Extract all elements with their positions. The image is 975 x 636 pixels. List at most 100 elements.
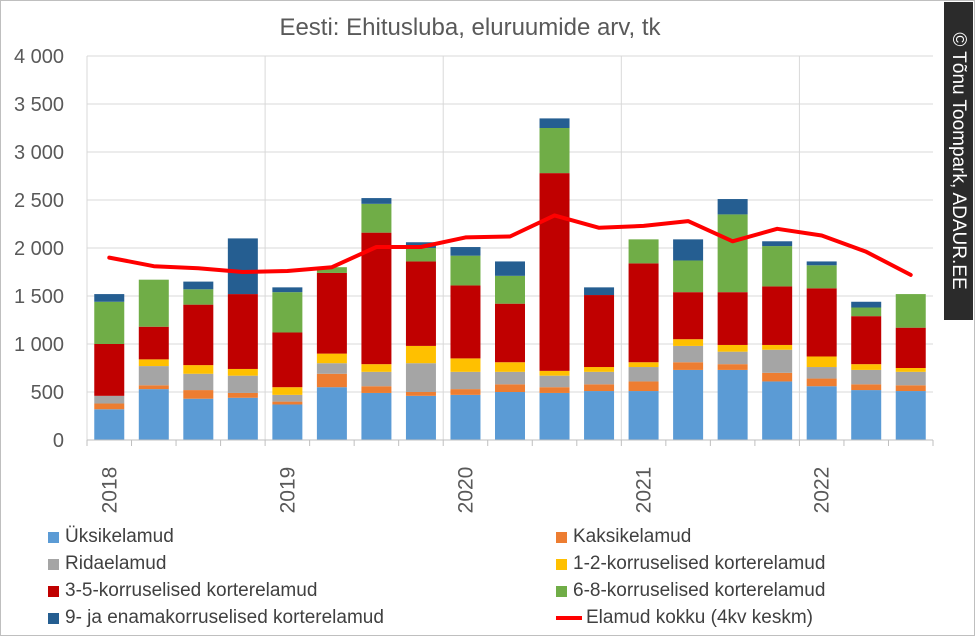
bar-segment [138, 366, 169, 386]
legend-label: 3-5-korruselised korterelamud [65, 580, 318, 601]
bar-segment [495, 362, 525, 372]
legend-item: Ridaelamud [48, 551, 166, 577]
x-tick-label: 2021 [633, 467, 656, 514]
legend-label: Ridaelamud [65, 553, 167, 574]
y-tick-label: 3 500 [14, 94, 64, 116]
bar-segment [138, 326, 169, 360]
bar-segment [717, 199, 748, 215]
bar-segment [138, 389, 169, 440]
legend-label: Elamud kokku (4kv keskm) [586, 607, 814, 628]
bar-segment [806, 367, 837, 379]
bar-segment [94, 403, 125, 410]
bar-segment [183, 289, 214, 305]
bar-segment [806, 261, 837, 266]
bar-segment [628, 362, 659, 368]
bar-segment [183, 390, 214, 399]
bar-segment [628, 367, 659, 382]
legend-label: 6-8-korruselised korterelamud [573, 580, 826, 601]
bar-segment [272, 387, 303, 395]
bar-segment [584, 371, 615, 385]
bar-segment [628, 239, 659, 264]
legend: Üksikelamud Kaksikelamud Ridaelamud 1-2-kor… [40, 524, 960, 634]
bar-segment [539, 128, 570, 174]
bar-segment [539, 370, 570, 376]
average-line-group [107, 213, 913, 277]
bar-segment [762, 286, 793, 345]
bar-segment [94, 344, 125, 396]
bar-segment [673, 369, 704, 440]
bar-segment [851, 369, 882, 385]
stacked-bars [94, 118, 926, 440]
bar-segment [316, 387, 347, 440]
average-line [107, 213, 913, 277]
bar-segment [450, 255, 481, 286]
legend-swatch [48, 612, 59, 624]
bar-segment [717, 351, 748, 365]
legend-item: Elamud kokku (4kv keskm) [556, 605, 813, 631]
bar-segment [762, 381, 793, 440]
y-tick-label: 3 000 [14, 142, 64, 164]
legend-item: 9- ja enamakorruselised korterelamud [48, 605, 384, 631]
bar-segment [316, 373, 347, 388]
bar-segment [94, 294, 125, 302]
bar-segment [806, 386, 837, 440]
bar-segment [806, 288, 837, 357]
x-tick-label: 2020 [454, 467, 477, 514]
y-tick-label: 1 000 [14, 334, 64, 356]
x-tick-label: 2018 [98, 467, 121, 514]
bar-segment [94, 395, 125, 404]
y-tick-label: 4 000 [14, 46, 64, 68]
bar-segment [272, 404, 303, 440]
bar-segment [851, 384, 882, 391]
legend-swatch [48, 558, 59, 570]
bar-segment [183, 373, 214, 391]
legend-line-swatch [556, 616, 582, 620]
bar-segment [227, 392, 258, 398]
bar-segment [361, 386, 392, 393]
legend-item: Kaksikelamud [556, 524, 691, 550]
bar-segment [316, 363, 347, 374]
bar-segment [495, 261, 525, 276]
bar-segment [94, 301, 125, 344]
bar-segment [183, 304, 214, 366]
legend-label: Üksikelamud [65, 526, 174, 547]
bar-segment [584, 287, 615, 296]
bar-segment [539, 118, 570, 128]
bar-segment [673, 345, 704, 363]
bar-segment [762, 246, 793, 287]
bar-segment [673, 339, 704, 346]
bar-segment [762, 344, 793, 350]
bar-segment [673, 239, 704, 261]
y-tick-label: 500 [31, 382, 64, 404]
y-tick-label: 2 000 [14, 238, 64, 260]
bar-segment [94, 409, 125, 440]
legend-label: 1-2-korruselised korterelamud [573, 553, 826, 574]
bar-segment [762, 241, 793, 247]
bar-segment [361, 198, 392, 204]
bar-segment [495, 303, 525, 363]
bar-segment [806, 378, 837, 387]
bar-segment [762, 372, 793, 382]
bar-segment [851, 316, 882, 365]
bar-segment [495, 384, 525, 392]
bar-segment [272, 287, 303, 293]
bar-segment [895, 327, 926, 368]
bar-segment [584, 367, 615, 372]
bar-segment [673, 362, 704, 370]
bar-segment [272, 401, 303, 405]
x-tick-label: 2019 [276, 467, 299, 514]
bar-segment [495, 392, 525, 440]
bar-segment [539, 173, 570, 371]
bar-segment [895, 368, 926, 372]
bar-segment [584, 391, 615, 440]
bar-segment [450, 247, 481, 256]
bar-segment [806, 265, 837, 289]
bar-segment [851, 390, 882, 440]
bar-segment [405, 345, 436, 364]
bar-segment [717, 344, 748, 352]
bar-segment [895, 385, 926, 392]
bar-segment [361, 371, 392, 387]
bar-segment [450, 358, 481, 372]
bar-segment [227, 238, 258, 295]
